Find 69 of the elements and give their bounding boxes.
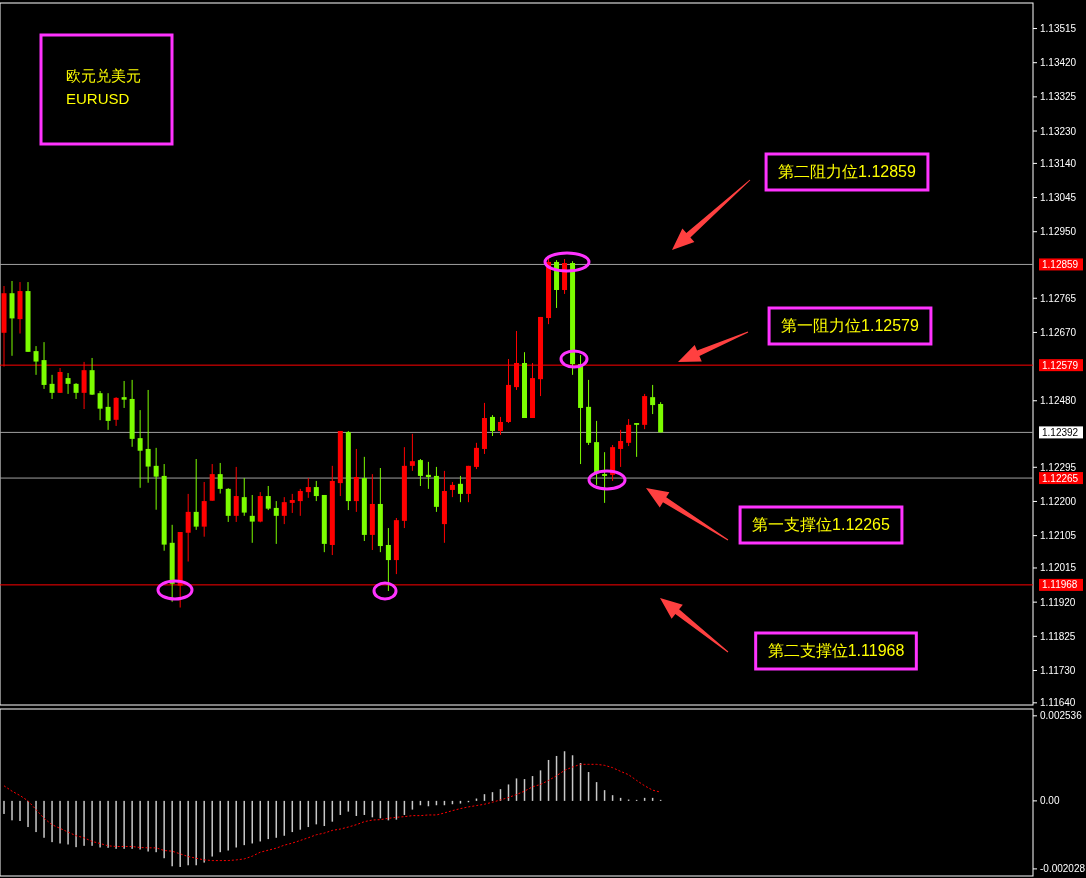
candlestick xyxy=(241,477,247,517)
ref-line-label: 1.12392 xyxy=(1042,426,1079,438)
candlestick xyxy=(185,493,191,563)
y-tick-label: 1.11920 xyxy=(1040,596,1076,608)
candlestick xyxy=(65,372,71,395)
candlestick xyxy=(626,418,632,447)
annotation: 第一阻力位1.12579 xyxy=(781,317,920,334)
candlestick xyxy=(113,396,119,427)
candlestick xyxy=(153,447,159,511)
candlestick xyxy=(281,496,287,525)
candlestick xyxy=(217,462,223,495)
candlestick xyxy=(602,451,608,504)
line-series xyxy=(3,763,662,862)
ref-line-label: 1.12265 xyxy=(1042,472,1079,484)
y-tick-label: 0.002536 xyxy=(1040,710,1083,722)
ref-line-label: 1.12579 xyxy=(1042,359,1079,371)
annotation: 第一支撑位1.12265 xyxy=(752,516,891,533)
candlestick xyxy=(57,367,63,394)
candlestick xyxy=(265,485,271,511)
candlestick xyxy=(313,480,319,502)
candlestick xyxy=(385,527,391,592)
y-tick-label: 1.11640 xyxy=(1040,697,1076,709)
text: 欧元兑美元 xyxy=(66,67,141,84)
candlestick xyxy=(33,345,39,376)
candlestick xyxy=(233,466,239,523)
ref-line-label: 1.12859 xyxy=(1042,258,1079,270)
y-tick-label: 1.13515 xyxy=(1040,23,1077,35)
candlestick xyxy=(145,389,151,484)
y-tick-label: 1.12200 xyxy=(1040,495,1077,507)
y-tick-label: 1.12480 xyxy=(1040,395,1077,407)
y-tick-label: -0.002028 xyxy=(1040,863,1086,875)
y-tick-label: 1.12105 xyxy=(1040,530,1077,542)
text: EURUSD xyxy=(66,90,130,107)
candlestick xyxy=(249,494,255,544)
y-tick-label: 1.13140 xyxy=(1040,157,1077,169)
candlestick xyxy=(121,380,127,409)
candlestick xyxy=(409,433,415,472)
y-tick-label: 1.13045 xyxy=(1040,192,1077,204)
y-tick-label: 0.00 xyxy=(1040,795,1060,807)
y-tick-label: 1.13325 xyxy=(1040,91,1077,103)
candlestick xyxy=(417,458,423,487)
y-tick-label: 1.11730 xyxy=(1040,664,1076,676)
candlestick xyxy=(49,374,55,400)
candlestick xyxy=(489,414,495,437)
y-tick-label: 1.12670 xyxy=(1040,326,1077,338)
y-tick-label: 1.12015 xyxy=(1040,562,1077,574)
candlestick xyxy=(650,384,656,415)
candlestick xyxy=(618,429,624,468)
candlestick xyxy=(297,488,303,517)
candlestick xyxy=(425,461,431,490)
candlestick xyxy=(105,392,111,431)
y-tick-label: 1.12765 xyxy=(1040,292,1077,304)
y-tick-label: 1.12295 xyxy=(1040,461,1077,473)
candlestick xyxy=(137,409,143,489)
candlestick xyxy=(473,442,479,470)
candlestick xyxy=(305,477,311,499)
ref-line-label: 1.11968 xyxy=(1042,579,1078,591)
candlestick xyxy=(97,390,103,421)
candlestick xyxy=(634,422,640,458)
candlestick xyxy=(289,493,295,514)
candlestick xyxy=(273,500,279,545)
y-tick-label: 1.13230 xyxy=(1040,125,1077,137)
annotation: 第二阻力位1.12859 xyxy=(778,163,917,180)
y-tick-label: 1.12950 xyxy=(1040,226,1077,238)
y-tick-label: 1.11825 xyxy=(1040,630,1076,642)
annotation: 第二支撑位1.11968 xyxy=(767,642,905,659)
candlestick xyxy=(457,475,463,503)
candlestick xyxy=(193,458,199,531)
y-tick-label: 1.13420 xyxy=(1040,57,1077,69)
